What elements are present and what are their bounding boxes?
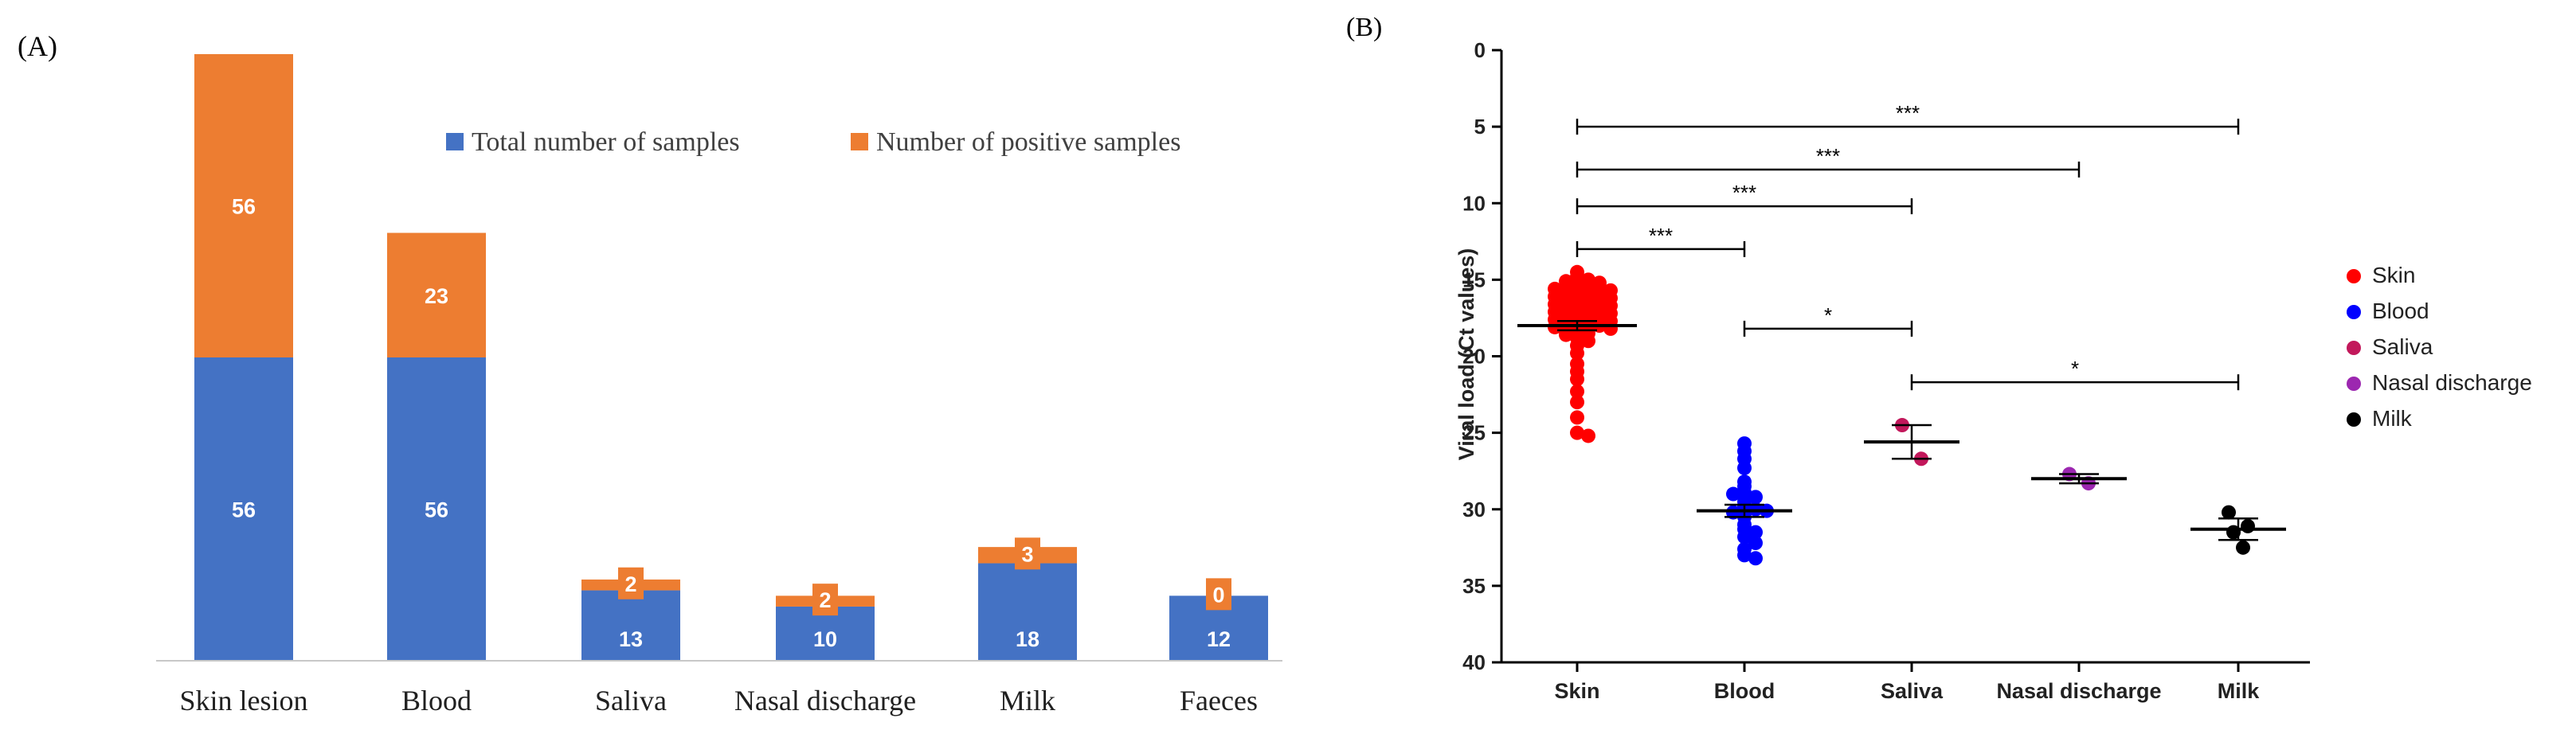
bar-positive-1 [387,232,486,357]
point-skin-54 [1570,425,1584,440]
legend-label-positive: Number of positive samples [876,127,1180,157]
panel-b-legend: Skin Blood Saliva Nasal discharge Milk [2347,263,2532,431]
y-tick-label-8: 40 [1462,650,1486,674]
legend-swatch-positive [851,133,868,150]
point-blood-22 [1737,474,1752,490]
data-label-total-2: 13 [619,627,643,651]
bar-total-3 [776,606,875,661]
panel-a-label: (A) [18,30,57,62]
point-blood-15 [1748,536,1763,551]
data-label-total-5: 12 [1207,627,1231,651]
y-tick-label-2: 10 [1462,191,1486,215]
x-tick-label-4: Milk [2218,679,2260,703]
data-label-positive-box-3 [812,584,838,616]
panel-a-bars: 56 56 56 23 13 2 10 2 18 3 12 0 [194,54,1268,661]
data-label-positive-4: 3 [1021,542,1033,566]
data-label-positive-box-4 [1015,537,1040,570]
point-milk-1 [2241,518,2255,533]
point-skin-51 [1570,384,1584,399]
point-blood-14 [1737,529,1752,545]
x-tick-label-3: Nasal discharge [1996,679,2161,703]
legend-label-3: Nasal discharge [2372,370,2532,395]
data-label-total-4: 18 [1016,627,1039,651]
point-blood-18 [1748,551,1763,566]
category-label-4: Milk [1000,685,1055,716]
point-blood-20 [1726,486,1740,502]
point-blood-21 [1748,525,1763,540]
legend-marker-2 [2347,341,2361,355]
point-skin-52 [1570,395,1584,410]
point-skin-40 [1603,321,1618,336]
data-label-positive-0: 56 [232,195,256,219]
sig-label-4: * [1824,303,1832,327]
y-tick-label-4: 20 [1462,345,1486,369]
bar-total-2 [581,590,680,661]
data-label-positive-box-2 [618,567,644,599]
y-tick-label-6: 30 [1462,498,1486,521]
legend-label-1: Blood [2372,299,2429,323]
sig-label-1: *** [1816,144,1840,168]
point-milk-3 [2236,540,2250,555]
data-label-total-3: 10 [813,627,837,651]
data-label-positive-5: 0 [1212,583,1224,607]
legend-marker-3 [2347,377,2361,391]
legend-marker-1 [2347,305,2361,319]
sig-label-2: *** [1732,181,1756,205]
legend-label-4: Milk [2372,406,2413,431]
legend-marker-4 [2347,412,2361,427]
y-tick-label-1: 5 [1474,115,1486,139]
panel-b-points [1517,264,2286,566]
x-tick-label-2: Saliva [1881,679,1944,703]
data-label-positive-2: 2 [624,572,636,596]
point-skin-55 [1581,428,1595,443]
panel-b-axes: 0 5 10 15 20 25 30 35 40 Skin Blood Saliva Nasal dis… [1462,38,2310,703]
point-milk-0 [2222,505,2236,520]
y-tick-label-7: 35 [1462,574,1486,598]
category-label-3: Nasal discharge [734,685,916,716]
x-tick-label-0: Skin [1554,679,1599,703]
data-label-total-1: 56 [425,498,448,522]
legend-label-0: Skin [2372,263,2415,287]
category-label-0: Skin lesion [179,685,307,716]
panel-b-y-axis-label: Viral load (Ct values) [1454,248,1478,461]
point-skin-50 [1570,372,1584,387]
point-skin-45 [1581,334,1595,349]
point-blood-17 [1737,548,1752,563]
x-tick-label-1: Blood [1714,679,1775,703]
panel-b-significance: ************** [1576,101,2240,391]
y-tick-label-3: 15 [1462,267,1486,291]
y-tick-label-5: 25 [1462,421,1486,445]
point-skin-43 [1559,327,1573,342]
point-blood-6 [1748,490,1763,505]
data-label-positive-box-5 [1206,578,1231,611]
panel-a-category-labels: Skin lesion Blood Saliva Nasal discharge Mil… [179,685,1257,716]
bar-total-0 [194,357,293,661]
data-label-total-0: 56 [232,498,256,522]
panel-a: (A) 56 56 56 23 13 2 10 2 18 3 12 0 Skin lesion Bloo… [18,30,1282,716]
sig-label-0: *** [1896,101,1920,125]
panel-b: (B) 0 5 10 15 20 25 30 35 40 Skin Blood Saliva Nasal… [1346,13,2532,703]
sig-label-5: * [2071,357,2079,381]
category-label-2: Saliva [595,685,667,716]
category-label-1: Blood [401,685,472,716]
bar-total-1 [387,357,486,661]
panel-a-legend: Total number of samples Number of positi… [446,127,1180,157]
legend-marker-0 [2347,269,2361,283]
category-label-5: Faeces [1180,685,1258,716]
data-label-positive-1: 23 [425,284,448,308]
y-tick-label-0: 0 [1474,38,1486,62]
legend-swatch-total [446,133,464,150]
point-skin-47 [1570,346,1584,361]
bar-total-4 [978,563,1077,661]
point-skin-53 [1570,410,1584,425]
sig-label-3: *** [1649,224,1673,248]
bar-positive-0 [194,54,293,357]
legend-label-2: Saliva [2372,334,2433,359]
data-label-positive-3: 2 [819,588,831,612]
legend-label-total: Total number of samples [472,127,740,157]
panel-b-label: (B) [1346,13,1382,42]
point-blood-3 [1737,460,1752,475]
